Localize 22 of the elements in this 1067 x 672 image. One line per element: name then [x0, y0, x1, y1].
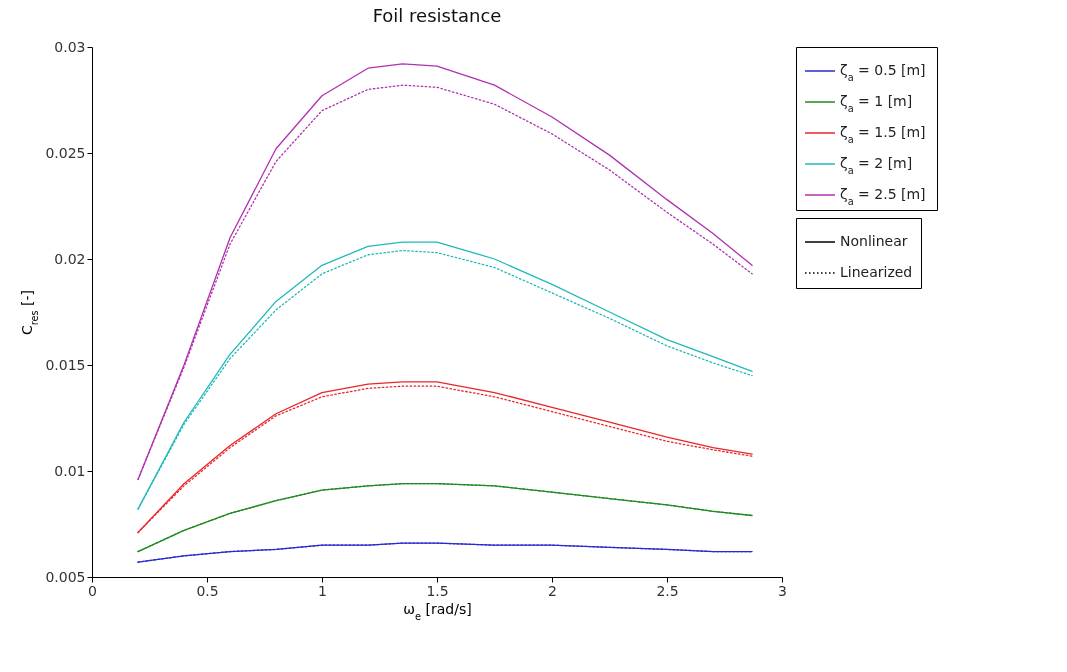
y-tick-label: 0.025 — [45, 144, 86, 161]
legend-label: ζ$_{a}$ = 2 [m] — [840, 155, 913, 176]
x-tick-label: 1 — [318, 582, 327, 599]
y-tick-label: 0.03 — [54, 38, 86, 55]
chart-title: Foil resistance — [372, 5, 502, 26]
x-tick-label: 2 — [548, 582, 557, 599]
legend-label: ζ$_{a}$ = 1 [m] — [840, 93, 913, 114]
y-tick-label: 0.02 — [54, 250, 86, 267]
y-tick-label: 0.01 — [54, 462, 86, 479]
legend-label: Linearized — [840, 264, 913, 280]
x-tick-label: 1.5 — [426, 582, 449, 599]
x-tick-label: 0 — [88, 582, 97, 599]
y-tick-label: 0.015 — [45, 356, 86, 373]
x-tick-label: 2.5 — [656, 582, 679, 599]
legend-label: Nonlinear — [840, 233, 908, 249]
legend-label: ζ$_{a}$ = 0.5 [m] — [840, 62, 926, 83]
x-tick-label: 3 — [778, 582, 787, 599]
legend-label: ζ$_{a}$ = 1.5 [m] — [840, 124, 926, 145]
y-tick-label: 0.005 — [45, 568, 86, 585]
x-tick-label: 0.5 — [196, 582, 219, 599]
legend-label: ζ$_{a}$ = 2.5 [m] — [840, 186, 926, 207]
x-axis-title: ω$_{e}$ [rad/s] — [403, 600, 472, 621]
